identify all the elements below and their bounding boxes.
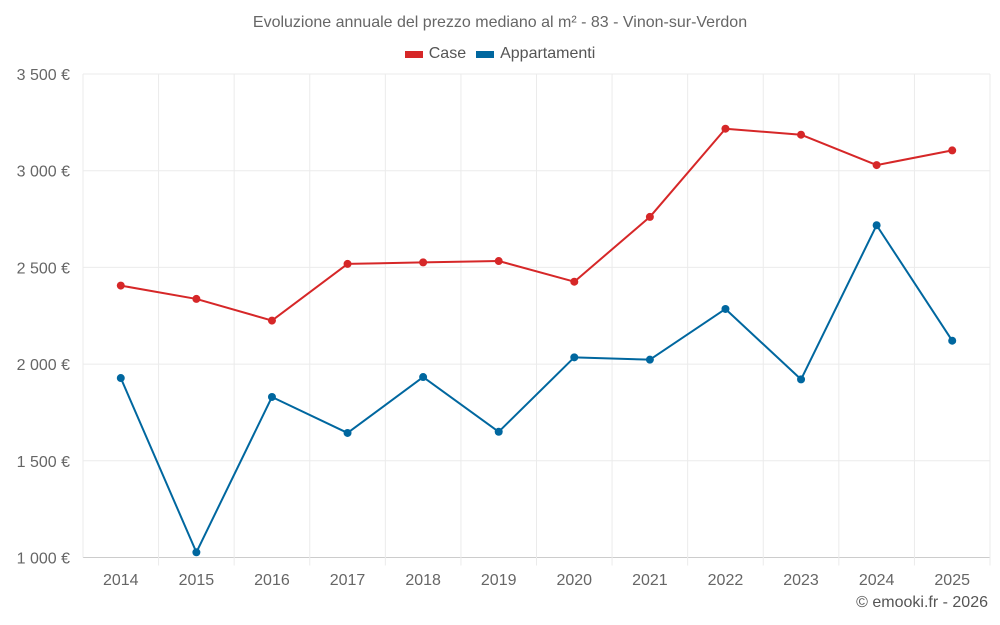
x-tick-label: 2019 [481,572,517,589]
data-point-appartamenti[interactable] [721,304,730,313]
y-tick-label: 1 000 € [17,551,70,568]
data-point-case[interactable] [570,277,579,286]
data-point-case[interactable] [948,146,957,155]
legend-swatch-case [404,50,423,58]
data-point-case[interactable] [494,257,503,266]
data-point-case[interactable] [645,212,654,221]
x-tick-label: 2025 [934,572,970,589]
data-point-appartamenti[interactable] [343,428,352,437]
x-tick-label: 2023 [783,572,819,589]
legend-label-appartamenti: Appartamenti [500,45,596,62]
x-tick-label: 2014 [103,572,139,589]
data-point-case[interactable] [192,294,201,303]
data-point-case[interactable] [267,316,276,325]
x-tick-label: 2024 [859,572,895,589]
legend-item-case[interactable]: Case [404,45,467,63]
data-point-appartamenti[interactable] [192,548,201,557]
series-line-case [120,127,953,322]
data-point-appartamenti[interactable] [948,336,957,345]
data-point-case[interactable] [797,130,806,139]
data-point-appartamenti[interactable] [645,355,654,364]
x-tick-label: 2021 [632,572,668,589]
data-point-appartamenti[interactable] [419,373,428,382]
series-layer [116,124,957,557]
data-point-case[interactable] [419,258,428,267]
legend-swatch-appartamenti [476,50,495,58]
y-axis: 1 000 € 1 500 € 2 000 € 2 500 € 3 000 € 3 500… [17,67,70,568]
x-tick-label: 2015 [179,572,215,589]
x-tick-label: 2016 [254,572,290,589]
data-point-appartamenti[interactable] [797,375,806,384]
y-tick-label: 2 500 € [17,260,70,277]
x-tick-label: 2022 [708,572,744,589]
series-line-appartamenti [119,224,954,554]
data-point-appartamenti[interactable] [494,427,503,436]
chart-title: Evoluzione annuale del prezzo mediano al… [252,14,748,31]
x-tick-label: 2017 [330,572,366,589]
legend-item-appartamenti[interactable]: Appartamenti [476,45,595,63]
data-point-case[interactable] [721,124,730,133]
data-point-appartamenti[interactable] [116,374,125,383]
y-tick-label: 3 000 € [17,164,70,181]
x-tick-label: 2018 [405,572,441,589]
data-point-appartamenti[interactable] [872,221,881,230]
y-tick-label: 1 500 € [17,454,70,471]
y-tick-label: 2 000 € [17,357,70,374]
y-tick-label: 3 500 € [17,67,70,84]
data-point-appartamenti[interactable] [570,353,579,362]
data-point-case[interactable] [116,281,125,290]
legend: Case Appartamenti [0,45,1000,63]
grid [82,73,991,566]
data-point-case[interactable] [872,161,881,170]
x-tick-label: 2020 [556,572,592,589]
x-axis: 2014 2015 2016 2017 2018 2019 2020 2021 2022 2023… [103,572,970,589]
copyright-text: © emooki.fr - 2026 [856,594,988,611]
legend-label-case: Case [428,45,467,62]
data-point-appartamenti[interactable] [267,392,276,401]
data-point-case[interactable] [343,259,352,268]
